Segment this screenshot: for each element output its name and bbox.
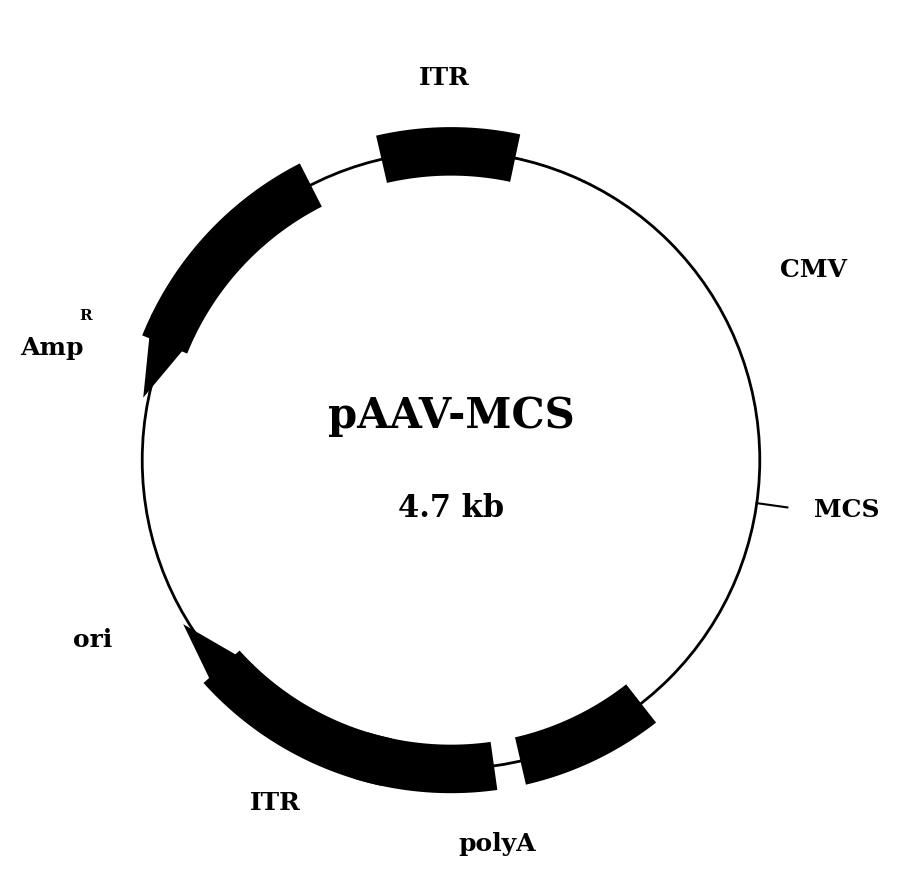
- Text: Amp: Amp: [21, 336, 84, 360]
- Polygon shape: [204, 650, 391, 786]
- Polygon shape: [143, 314, 195, 397]
- Text: ori: ori: [73, 628, 112, 652]
- Polygon shape: [354, 732, 497, 793]
- Text: polyA: polyA: [458, 832, 536, 857]
- Text: pAAV-MCS: pAAV-MCS: [327, 395, 575, 437]
- Text: 4.7 kb: 4.7 kb: [398, 493, 504, 524]
- Text: ITR: ITR: [419, 65, 470, 89]
- Text: ITR: ITR: [250, 791, 300, 815]
- Polygon shape: [376, 127, 520, 183]
- Text: MCS: MCS: [814, 498, 879, 522]
- Text: CMV: CMV: [779, 258, 846, 282]
- Text: R: R: [79, 309, 92, 323]
- Polygon shape: [183, 624, 253, 700]
- Polygon shape: [143, 164, 322, 354]
- Polygon shape: [515, 684, 656, 785]
